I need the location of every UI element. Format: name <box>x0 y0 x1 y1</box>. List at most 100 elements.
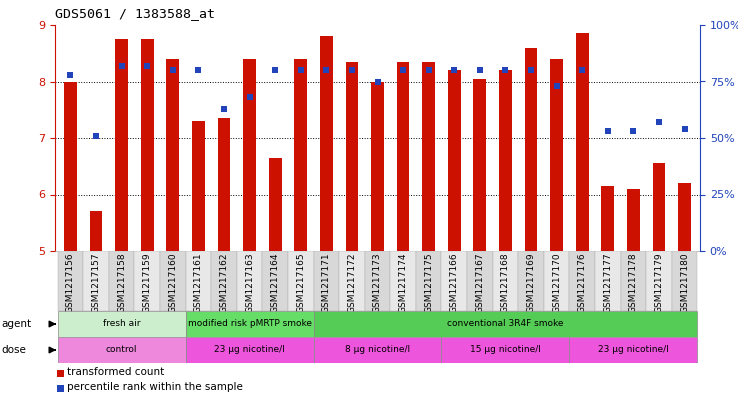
Bar <box>58 251 83 311</box>
Text: GSM1217168: GSM1217168 <box>501 253 510 314</box>
Point <box>90 132 102 139</box>
Bar <box>570 337 697 363</box>
Point <box>244 94 255 101</box>
Bar <box>115 39 128 251</box>
Bar <box>544 251 570 311</box>
Bar <box>211 251 237 311</box>
Point <box>576 67 588 73</box>
Bar <box>185 311 314 337</box>
Text: GSM1217174: GSM1217174 <box>399 253 407 313</box>
Text: GSM1217158: GSM1217158 <box>117 253 126 314</box>
Text: GSM1217164: GSM1217164 <box>271 253 280 313</box>
Bar <box>141 39 154 251</box>
Bar <box>672 251 697 311</box>
Point <box>294 67 306 73</box>
Bar <box>108 251 134 311</box>
Text: GSM1217162: GSM1217162 <box>219 253 229 313</box>
Bar <box>646 251 672 311</box>
Text: fresh air: fresh air <box>103 320 140 329</box>
Text: percentile rank within the sample: percentile rank within the sample <box>67 382 243 392</box>
Text: GSM1217169: GSM1217169 <box>527 253 536 314</box>
Bar <box>237 251 262 311</box>
Bar <box>467 251 493 311</box>
Point <box>653 119 665 125</box>
Text: 15 μg nicotine/l: 15 μg nicotine/l <box>470 345 541 354</box>
Bar <box>192 121 204 251</box>
Text: 23 μg nicotine/l: 23 μg nicotine/l <box>598 345 669 354</box>
Bar <box>339 251 365 311</box>
Bar <box>89 211 103 251</box>
Bar <box>551 59 563 251</box>
Bar <box>185 251 211 311</box>
Bar <box>64 81 77 251</box>
Bar <box>371 81 384 251</box>
Bar <box>57 369 64 376</box>
Point <box>525 67 537 73</box>
Bar <box>652 163 666 251</box>
Point <box>269 67 281 73</box>
Text: transformed count: transformed count <box>67 367 165 377</box>
Point <box>602 128 614 134</box>
Bar <box>185 337 314 363</box>
Text: GSM1217177: GSM1217177 <box>604 253 613 314</box>
Bar <box>58 337 185 363</box>
Point <box>193 67 204 73</box>
Bar <box>397 62 410 251</box>
Bar <box>314 251 339 311</box>
Text: GSM1217175: GSM1217175 <box>424 253 433 314</box>
Bar <box>570 251 595 311</box>
Bar <box>390 251 416 311</box>
Bar <box>288 251 314 311</box>
Text: GSM1217166: GSM1217166 <box>449 253 459 314</box>
Bar <box>320 36 333 251</box>
Bar <box>262 251 288 311</box>
Text: 8 μg nicotine/l: 8 μg nicotine/l <box>345 345 410 354</box>
Point <box>627 128 639 134</box>
Bar <box>218 118 230 251</box>
Bar <box>525 48 537 251</box>
Bar <box>314 311 697 337</box>
Point <box>474 67 486 73</box>
Text: 23 μg nicotine/l: 23 μg nicotine/l <box>214 345 285 354</box>
Text: GSM1217161: GSM1217161 <box>194 253 203 314</box>
Text: GSM1217159: GSM1217159 <box>142 253 151 314</box>
Point <box>64 72 76 78</box>
Text: dose: dose <box>1 345 27 355</box>
Bar <box>441 337 570 363</box>
Point <box>397 67 409 73</box>
Text: modified risk pMRTP smoke: modified risk pMRTP smoke <box>187 320 311 329</box>
Point <box>320 67 332 73</box>
Point <box>141 62 153 69</box>
Bar <box>58 311 185 337</box>
Text: GSM1217176: GSM1217176 <box>578 253 587 314</box>
Text: GSM1217178: GSM1217178 <box>629 253 638 314</box>
Point <box>500 67 511 73</box>
Bar <box>294 59 307 251</box>
Bar <box>595 251 621 311</box>
Bar <box>441 251 467 311</box>
Text: GSM1217156: GSM1217156 <box>66 253 75 314</box>
Text: GSM1217172: GSM1217172 <box>348 253 356 313</box>
Bar <box>160 251 185 311</box>
Bar <box>499 70 512 251</box>
Text: GSM1217160: GSM1217160 <box>168 253 177 314</box>
Bar <box>345 62 359 251</box>
Bar <box>57 384 64 391</box>
Text: GSM1217157: GSM1217157 <box>92 253 100 314</box>
Text: agent: agent <box>1 319 32 329</box>
Point <box>423 67 435 73</box>
Bar <box>134 251 160 311</box>
Text: GSM1217171: GSM1217171 <box>322 253 331 314</box>
Text: GDS5061 / 1383588_at: GDS5061 / 1383588_at <box>55 7 215 20</box>
Point <box>372 78 384 84</box>
Point <box>679 126 691 132</box>
Bar <box>448 70 461 251</box>
Bar <box>518 251 544 311</box>
Bar <box>678 183 691 251</box>
Bar <box>601 186 614 251</box>
Bar <box>166 59 179 251</box>
Bar <box>314 337 441 363</box>
Bar <box>83 251 108 311</box>
Point <box>218 105 230 112</box>
Text: GSM1217165: GSM1217165 <box>296 253 306 314</box>
